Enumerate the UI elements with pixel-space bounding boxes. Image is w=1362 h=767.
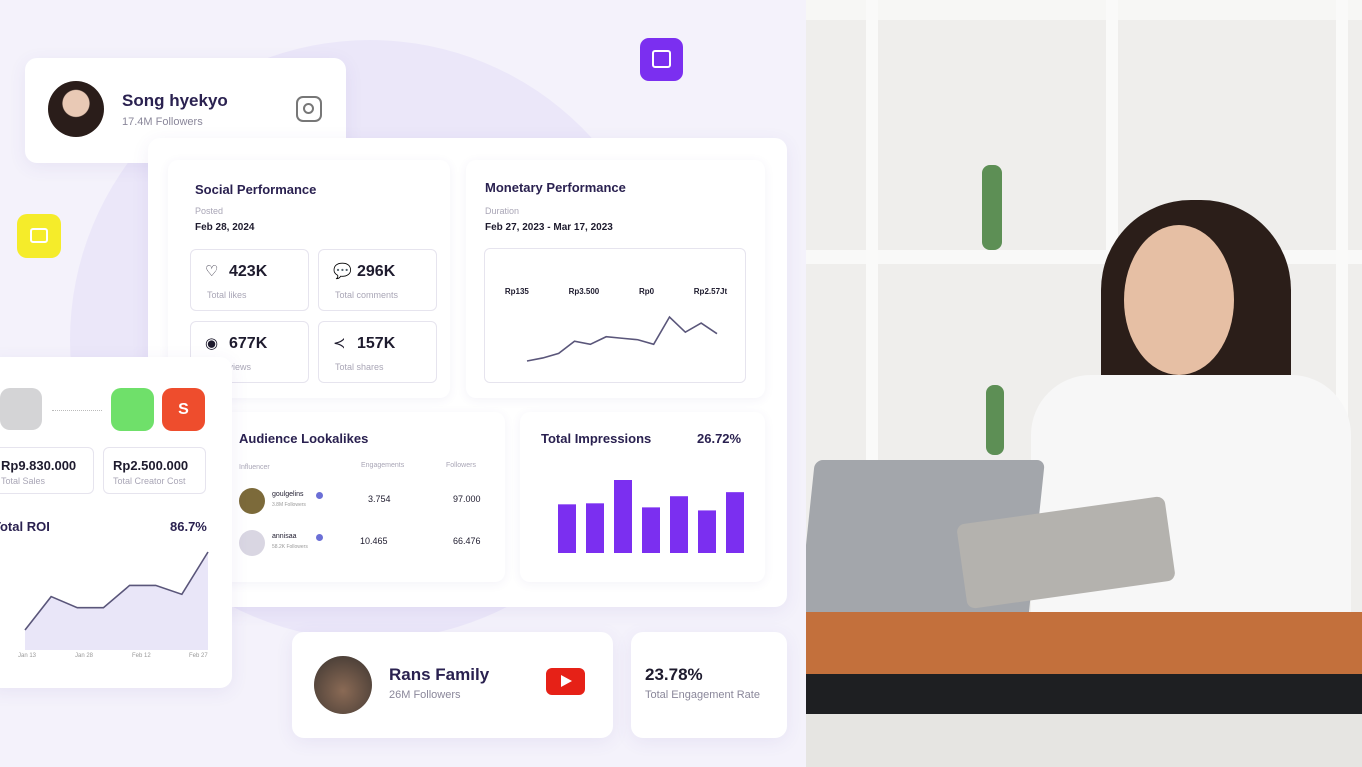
series-line xyxy=(526,315,718,362)
impressions-value: 26.72% xyxy=(697,431,742,446)
engagement: 3.754 xyxy=(368,494,391,504)
column-header: Engagements xyxy=(361,462,405,469)
instagram-icon xyxy=(296,96,322,122)
roi-title: Total ROI xyxy=(0,519,50,534)
roi-card: S Rp9.830.000 Total Sales Rp2.500.000 To… xyxy=(0,357,232,688)
influencer-name: annisaa xyxy=(272,533,297,540)
bar xyxy=(586,503,604,553)
influencer-followers: 3.8M Followers xyxy=(272,502,306,508)
bar xyxy=(698,510,716,553)
eye-icon: ◉ xyxy=(205,335,219,352)
total-sales-box: Rp9.830.000 Total Sales xyxy=(0,447,94,494)
office-photo xyxy=(806,0,1362,767)
stat-value: 677K xyxy=(229,335,268,352)
shopee-icon: S xyxy=(162,388,205,431)
avatar xyxy=(239,488,265,514)
followers: 66.476 xyxy=(453,536,481,546)
stat-label: Total shares xyxy=(335,362,384,372)
engagement-rate-card: 23.78% Total Engagement Rate xyxy=(631,632,787,738)
column-header: Followers xyxy=(446,462,476,469)
bar xyxy=(726,492,744,553)
influencer-card-top[interactable]: Song hyekyo 17.4M Followers xyxy=(25,58,346,163)
store-icon xyxy=(0,388,42,430)
engagement: 10.465 xyxy=(360,536,388,546)
x-tick-label: Feb 27 xyxy=(189,653,208,659)
stat-value: 423K xyxy=(229,263,268,280)
audience-lookalikes-panel: Audience Lookalikes Influencer Engagemen… xyxy=(218,412,505,582)
series-line xyxy=(24,551,209,631)
total-sales: Rp9.830.000 xyxy=(1,458,77,473)
engagement-value: 23.78% xyxy=(645,665,703,684)
connector-line xyxy=(52,410,102,411)
panel-title: Monetary Performance xyxy=(485,180,626,195)
metric-value: Rp135 xyxy=(504,287,529,296)
total-impressions-panel: Total Impressions 26.72% xyxy=(520,412,765,582)
x-tick-label: Feb 12 xyxy=(132,653,151,659)
influencer-name: Rans Family xyxy=(389,665,490,684)
date-label: Posted xyxy=(195,206,224,216)
influencer-name: goulgelins xyxy=(272,491,304,498)
stat-box: ≺ 157K Total shares xyxy=(318,321,437,383)
stat-label: Total likes xyxy=(207,290,247,300)
label: Total Creator Cost xyxy=(113,476,186,486)
monetary-chart: Rp135 Rp3.500 Rp0 Rp2.57Jt xyxy=(484,248,746,383)
avatar xyxy=(239,530,265,556)
metric-value: Rp3.500 xyxy=(568,287,600,296)
x-tick-label: Jan 13 xyxy=(18,653,37,659)
creator-cost-box: Rp2.500.000 Total Creator Cost xyxy=(103,447,206,494)
area-fill xyxy=(25,552,208,650)
stat-label: Total comments xyxy=(335,290,399,300)
verified-icon xyxy=(316,534,323,541)
comment-icon: 💬 xyxy=(333,263,352,280)
metric-value: Rp0 xyxy=(638,287,655,296)
followers: 97.000 xyxy=(453,494,481,504)
post-date: Feb 28, 2024 xyxy=(195,222,255,233)
verified-icon xyxy=(316,492,323,499)
panel-title: Total Impressions xyxy=(541,431,652,446)
youtube-icon xyxy=(546,668,585,695)
stat-value: 157K xyxy=(357,335,396,352)
heart-icon: ♡ xyxy=(205,263,219,280)
metric-value: Rp2.57Jt xyxy=(693,287,728,296)
influencer-name: Song hyekyo xyxy=(122,91,228,110)
panel-title: Social Performance xyxy=(195,182,317,197)
bar xyxy=(558,504,576,553)
follower-count: 17.4M Followers xyxy=(122,116,203,128)
column-header: Influencer xyxy=(239,464,270,471)
influencer-card-bottom[interactable]: Rans Family 26M Followers xyxy=(292,632,613,738)
duration-label: Duration xyxy=(485,206,520,216)
label: Total Sales xyxy=(1,476,46,486)
engagement-label: Total Engagement Rate xyxy=(645,689,760,701)
bar xyxy=(670,496,688,553)
chart-icon xyxy=(17,214,61,258)
avatar xyxy=(48,81,104,137)
follower-count: 26M Followers xyxy=(389,689,461,701)
avatar xyxy=(314,656,372,714)
calendar-icon xyxy=(640,38,683,81)
influencer-followers: 58.2K Followers xyxy=(272,544,308,550)
bar xyxy=(642,507,660,553)
share-icon: ≺ xyxy=(333,335,346,352)
bar xyxy=(614,480,632,553)
panel-title: Audience Lookalikes xyxy=(239,431,369,446)
roi-value: 86.7% xyxy=(170,519,207,534)
stat-box: 💬 296K Total comments xyxy=(318,249,437,311)
duration: Feb 27, 2023 - Mar 17, 2023 xyxy=(485,222,613,233)
stat-value: 296K xyxy=(357,263,396,280)
monetary-performance-panel: Monetary Performance Duration Feb 27, 20… xyxy=(466,160,765,398)
x-tick-label: Jan 28 xyxy=(75,653,94,659)
stat-box: ♡ 423K Total likes xyxy=(190,249,309,311)
creator-cost: Rp2.500.000 xyxy=(113,458,189,473)
tokopedia-icon xyxy=(111,388,154,431)
